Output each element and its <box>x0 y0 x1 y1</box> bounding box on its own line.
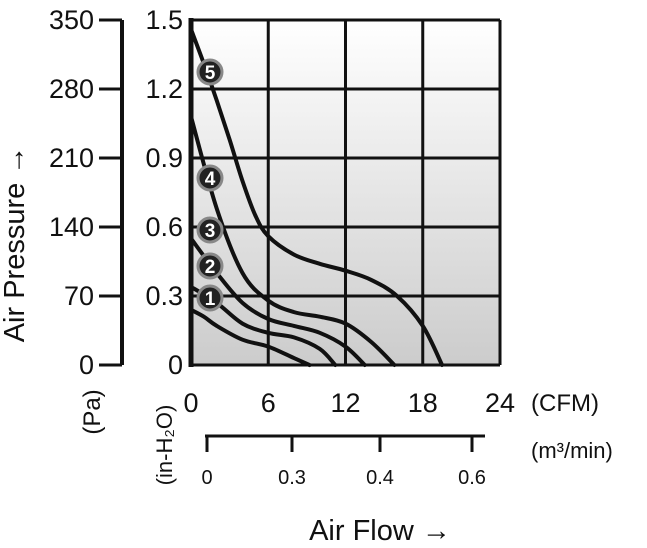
y-tick-pa: 350 <box>49 5 94 35</box>
curve-marker-4 <box>196 164 224 192</box>
curve-label-3: 3 <box>205 221 216 242</box>
y-tick-inh2o: 1.5 <box>145 5 183 35</box>
x-tick-m3min: 0.3 <box>278 467 306 489</box>
curve-label-1: 1 <box>205 289 216 310</box>
curve-label-2: 2 <box>205 257 216 278</box>
y-tick-inh2o: 0.3 <box>145 281 183 311</box>
curve-label-5: 5 <box>205 63 216 84</box>
y-tick-pa: 70 <box>64 281 94 311</box>
curve-5 <box>189 27 445 367</box>
x-unit-m3min: (m³/min) <box>531 438 613 463</box>
x-tick-cfm: 12 <box>330 388 360 418</box>
y-tick-inh2o: 1.2 <box>145 74 183 104</box>
curve-label-4: 4 <box>205 169 216 190</box>
x-tick-m3min: 0.4 <box>366 467 394 489</box>
y-tick-pa: 280 <box>49 74 94 104</box>
curve-4 <box>189 114 397 367</box>
curve-marker-1 <box>196 284 224 312</box>
curve-marker-5 <box>196 58 224 86</box>
y-unit-inh2o: (in-H₂O) <box>152 405 177 486</box>
x-tick-m3min: 0 <box>201 467 212 489</box>
x-tick-cfm: 18 <box>408 388 438 418</box>
curve-markers: 1 2 3 4 5 <box>196 58 224 312</box>
x-tick-cfm: 6 <box>261 388 276 418</box>
curve-1 <box>189 307 312 367</box>
curve-marker-2 <box>196 252 224 280</box>
x-axis-title: Air Flow → <box>309 515 451 547</box>
y-tick-inh2o: 0 <box>168 350 183 380</box>
curves <box>189 27 445 367</box>
y-tick-pa: 140 <box>49 212 94 242</box>
x-tick-cfm: 0 <box>183 388 198 418</box>
x-unit-cfm: (CFM) <box>531 390 599 417</box>
curve-marker-3 <box>196 216 224 244</box>
y-tick-pa: 0 <box>79 350 94 380</box>
y-unit-pa: (Pa) <box>79 389 106 434</box>
grid-lines <box>191 18 502 367</box>
x-tick-cfm: 24 <box>485 388 515 418</box>
y-tick-inh2o: 0.6 <box>145 212 183 242</box>
x-tick-m3min: 0.6 <box>458 467 486 489</box>
y-tick-inh2o: 0.9 <box>145 143 183 173</box>
y-tick-pa: 210 <box>49 143 94 173</box>
y-axis-title: Air Pressure → <box>0 146 31 343</box>
